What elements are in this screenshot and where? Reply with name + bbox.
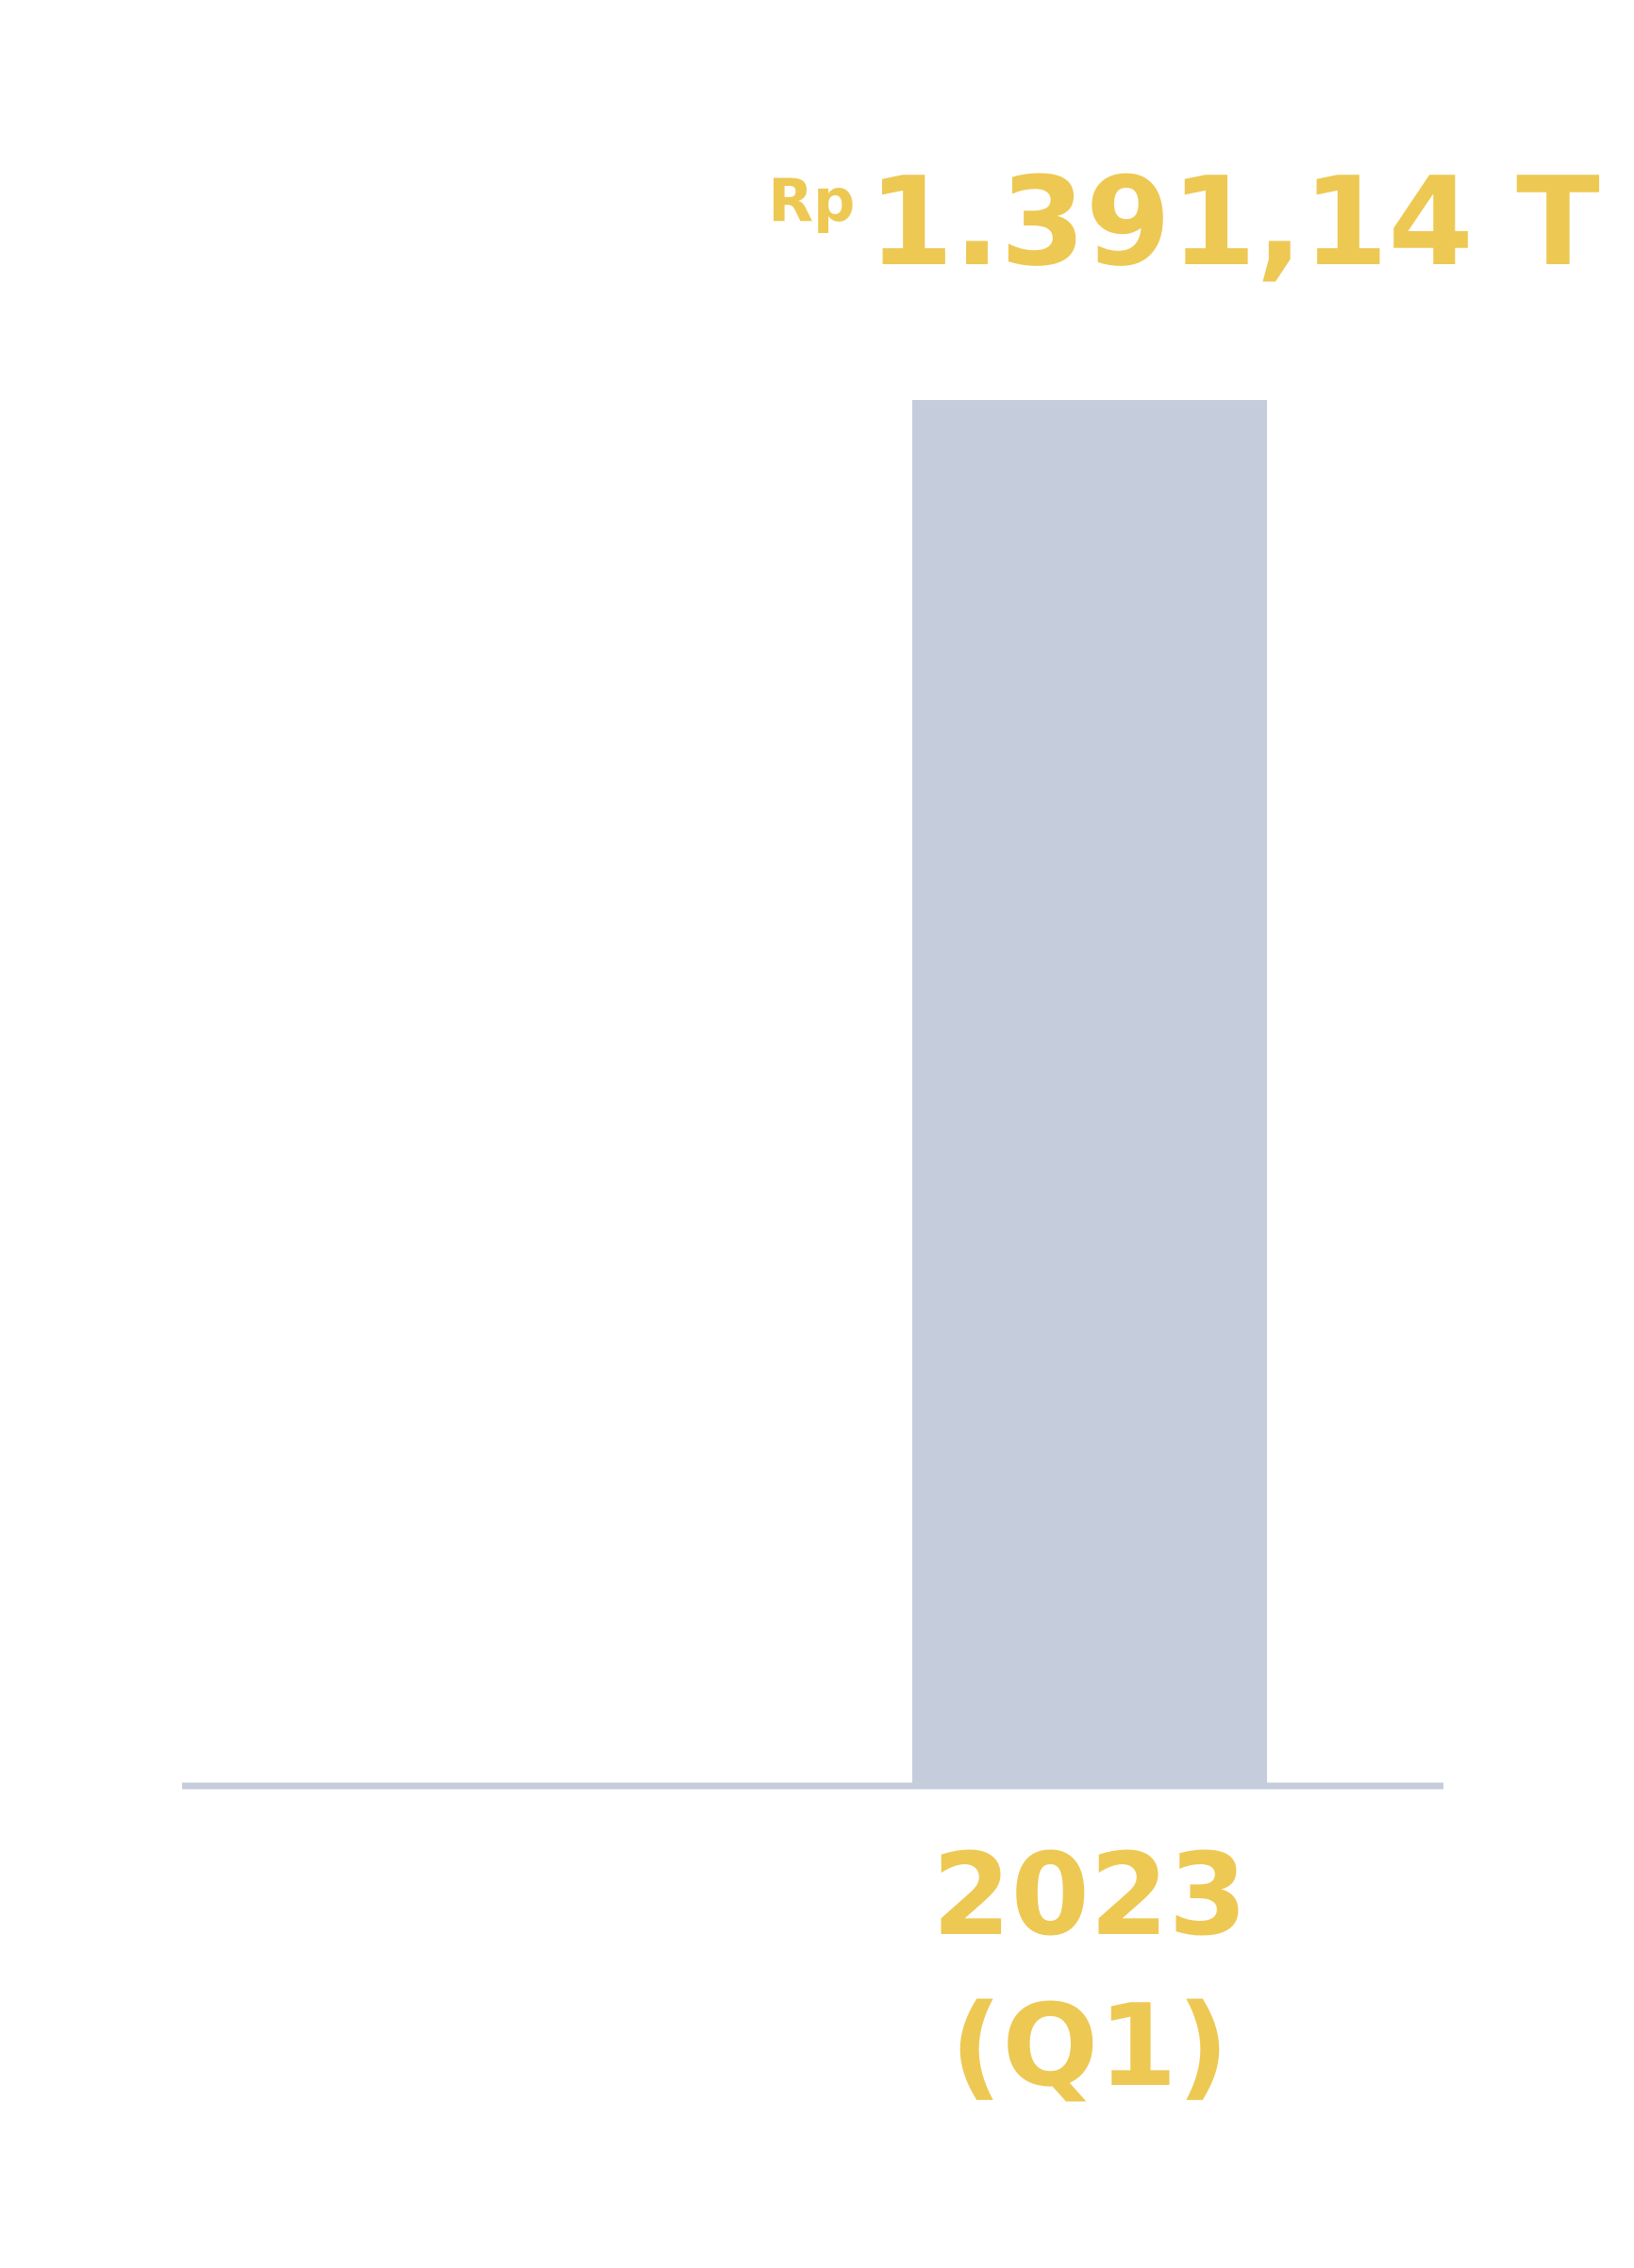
category-label-1-line-0: 2023 [932, 1830, 1247, 1961]
value-number: 1.391,14 T [868, 150, 1599, 293]
category-labels-group: 2023 (Q1) [932, 1830, 1247, 2112]
currency-prefix: Rp [768, 166, 855, 235]
bars-group [912, 400, 1267, 1783]
bar-1 [912, 400, 1267, 1783]
value-labels-group: Rp 1.391,14 T [768, 150, 1600, 293]
bar-value-label-1: Rp 1.391,14 T [768, 150, 1600, 293]
category-label-1-line-1: (Q1) [950, 1981, 1228, 2112]
